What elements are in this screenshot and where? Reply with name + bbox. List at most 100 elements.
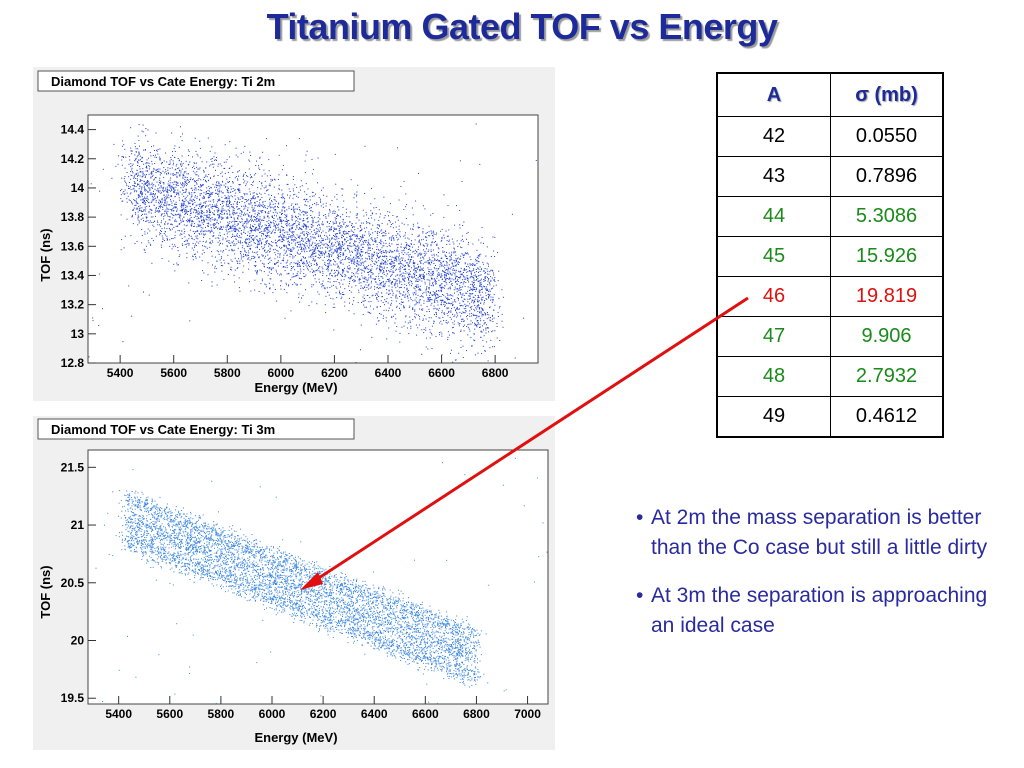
scatter-point (364, 287, 366, 288)
scatter-point (441, 290, 442, 292)
scatter-point (453, 265, 455, 267)
scatter-point (312, 254, 314, 255)
scatter-point (234, 195, 236, 197)
scatter-point (386, 256, 388, 257)
scatter-point (480, 278, 482, 280)
scatter-point (441, 276, 443, 278)
scatter-point (200, 207, 202, 209)
scatter-point (470, 323, 472, 325)
scatter-point (133, 209, 134, 211)
scatter-point (436, 296, 438, 298)
scatter-point (319, 218, 321, 220)
scatter-point (185, 196, 187, 198)
scatter-point (256, 240, 258, 242)
scatter-point (247, 245, 249, 247)
scatter-point (305, 211, 307, 213)
scatter-point (299, 218, 300, 220)
scatter-point (250, 237, 252, 239)
scatter-point (198, 168, 200, 170)
scatter-point (274, 225, 276, 227)
scatter-point (348, 261, 350, 263)
scatter-point (399, 307, 400, 309)
scatter-point (410, 327, 412, 329)
scatter-point (201, 229, 203, 231)
scatter-point (498, 297, 500, 299)
scatter-point (304, 257, 306, 258)
scatter-point (333, 227, 335, 229)
scatter-point (345, 231, 347, 233)
scatter-point (179, 215, 181, 217)
scatter-point (282, 206, 284, 208)
scatter-point (192, 170, 194, 172)
scatter-point (373, 255, 374, 257)
scatter-point (174, 220, 175, 222)
scatter-point (422, 228, 424, 230)
scatter-point (161, 205, 163, 207)
scatter-point (262, 238, 264, 240)
scatter-point (248, 239, 250, 241)
scatter-point (473, 264, 475, 266)
scatter-point (329, 211, 331, 213)
scatter-point (335, 221, 337, 223)
scatter-point (404, 260, 406, 262)
scatter-point (345, 258, 347, 260)
scatter-point (139, 175, 141, 177)
scatter-point (276, 215, 277, 217)
scatter-point (299, 210, 301, 212)
scatter-point (384, 252, 386, 254)
scatter-point (374, 288, 375, 290)
scatter-point (143, 220, 144, 222)
scatter-point (485, 288, 487, 290)
scatter-point (350, 179, 352, 181)
scatter-point (198, 224, 200, 226)
scatter-point (131, 215, 133, 217)
scatter-point (215, 192, 217, 194)
scatter-point (158, 179, 160, 181)
scatter-point (443, 294, 445, 296)
scatter-point (456, 276, 458, 277)
scatter-point (251, 214, 253, 216)
scatter-point (267, 263, 269, 264)
scatter-point (218, 182, 220, 184)
scatter-point (134, 174, 136, 176)
scatter-point (228, 249, 230, 251)
scatter-point (193, 165, 195, 167)
scatter-point (273, 249, 274, 251)
scatter-point (205, 174, 207, 176)
scatter-point (262, 202, 264, 204)
scatter-point (175, 214, 177, 216)
scatter-point (341, 194, 343, 196)
scatter-point (486, 246, 488, 248)
scatter-point (228, 198, 230, 200)
scatter-point (155, 215, 156, 217)
scatter-point (147, 198, 149, 200)
scatter-point (400, 309, 402, 311)
scatter-point (429, 264, 431, 266)
scatter-point (329, 253, 331, 255)
scatter-point (312, 169, 314, 170)
scatter-point (404, 321, 406, 323)
scatter-point (299, 209, 301, 210)
scatter-point (349, 235, 350, 237)
scatter-point (328, 255, 330, 257)
scatter-point (124, 235, 126, 237)
scatter-point (341, 274, 343, 276)
scatter-point (131, 153, 133, 155)
scatter-point (194, 233, 195, 234)
scatter-point (280, 273, 282, 275)
scatter-point (248, 215, 250, 217)
scatter-point (167, 238, 168, 240)
scatter-point (354, 276, 356, 278)
scatter-point (399, 341, 401, 343)
scatter-point (291, 239, 293, 241)
scatter-point (240, 196, 242, 198)
scatter-point (187, 242, 189, 244)
scatter-point (243, 193, 245, 194)
scatter-point (178, 223, 180, 225)
scatter-point (362, 277, 364, 279)
scatter-point (266, 233, 268, 235)
scatter-point (193, 216, 195, 218)
scatter-point (445, 272, 447, 273)
scatter-point (387, 281, 389, 283)
scatter-point (292, 267, 294, 269)
